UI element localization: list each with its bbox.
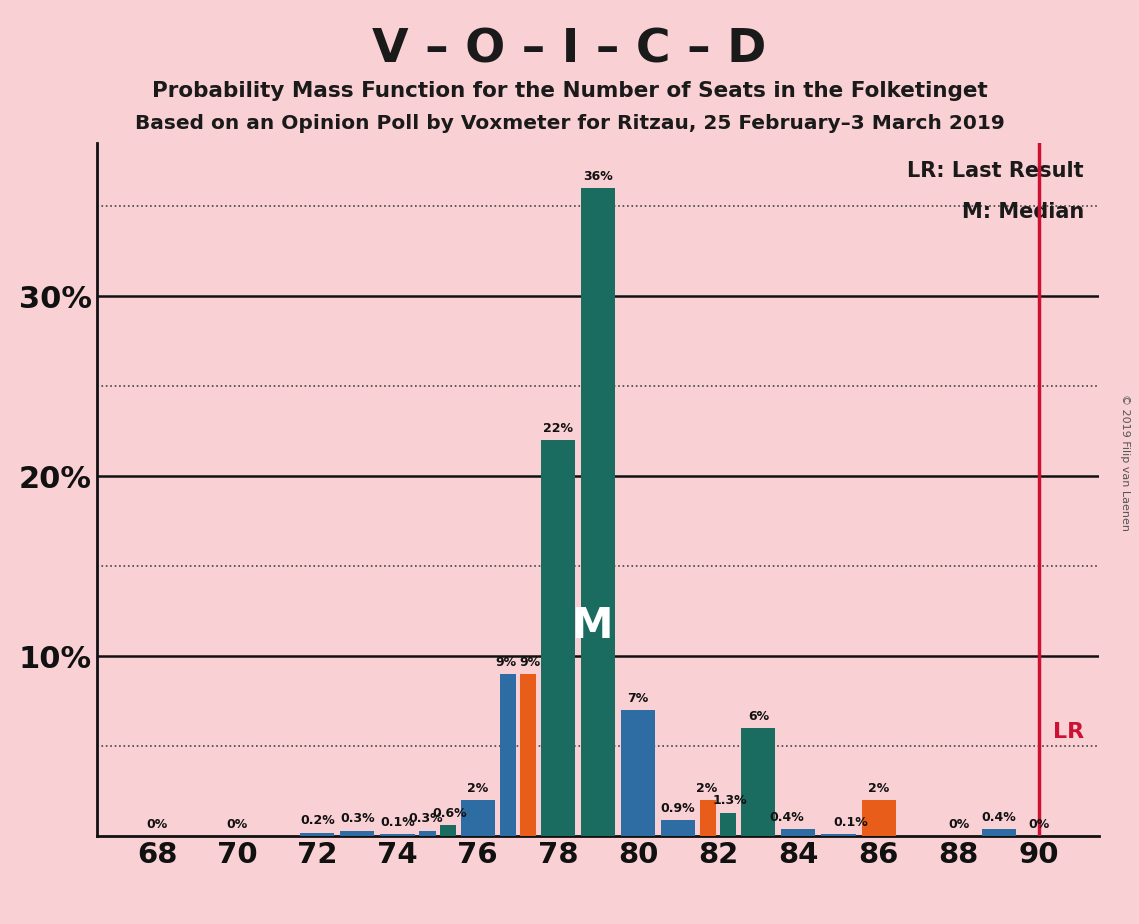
Bar	[781, 829, 816, 836]
Text: 0%: 0%	[146, 818, 167, 831]
Text: 0.3%: 0.3%	[408, 812, 443, 825]
Bar	[720, 813, 737, 836]
Bar	[419, 831, 435, 836]
Text: LR: LR	[1054, 722, 1084, 742]
Text: 6%: 6%	[748, 710, 769, 723]
Text: 1.3%: 1.3%	[713, 795, 747, 808]
Text: 22%: 22%	[543, 422, 573, 435]
Bar	[982, 829, 1016, 836]
Text: 2%: 2%	[467, 782, 489, 795]
Text: 7%: 7%	[628, 692, 649, 705]
Bar	[341, 831, 375, 836]
Text: 0%: 0%	[948, 818, 969, 831]
Text: © 2019 Filip van Laenen: © 2019 Filip van Laenen	[1121, 394, 1130, 530]
Text: 0.9%: 0.9%	[661, 802, 696, 815]
Text: 0.4%: 0.4%	[769, 810, 804, 823]
Text: V – O – I – C – D: V – O – I – C – D	[372, 28, 767, 73]
Text: 0.3%: 0.3%	[341, 812, 375, 825]
Bar	[700, 800, 716, 836]
Text: 0.1%: 0.1%	[834, 816, 868, 829]
Text: Probability Mass Function for the Number of Seats in the Folketinget: Probability Mass Function for the Number…	[151, 81, 988, 102]
Bar	[621, 711, 655, 836]
Text: M: M	[572, 605, 613, 647]
Bar	[500, 675, 516, 836]
Bar	[380, 834, 415, 836]
Bar	[821, 834, 855, 836]
Bar	[541, 440, 575, 836]
Bar	[661, 820, 695, 836]
Text: Based on an Opinion Poll by Voxmeter for Ritzau, 25 February–3 March 2019: Based on an Opinion Poll by Voxmeter for…	[134, 114, 1005, 133]
Text: 0.2%: 0.2%	[300, 814, 335, 827]
Text: M: Median: M: Median	[961, 202, 1084, 222]
Text: 0%: 0%	[227, 818, 248, 831]
Text: 0.1%: 0.1%	[380, 816, 415, 829]
Text: 9%: 9%	[495, 656, 516, 669]
Bar	[301, 833, 335, 836]
Bar	[440, 825, 456, 836]
Text: LR: Last Result: LR: Last Result	[908, 161, 1084, 180]
Text: 0%: 0%	[1029, 818, 1050, 831]
Text: 0.6%: 0.6%	[433, 807, 467, 820]
Bar	[861, 800, 895, 836]
Bar	[741, 728, 776, 836]
Text: 36%: 36%	[583, 170, 613, 183]
Text: 2%: 2%	[868, 782, 890, 795]
Bar	[460, 800, 494, 836]
Text: 0.4%: 0.4%	[982, 810, 1016, 823]
Bar	[581, 188, 615, 836]
Text: 2%: 2%	[696, 782, 716, 795]
Bar	[519, 675, 536, 836]
Text: 9%: 9%	[519, 656, 540, 669]
